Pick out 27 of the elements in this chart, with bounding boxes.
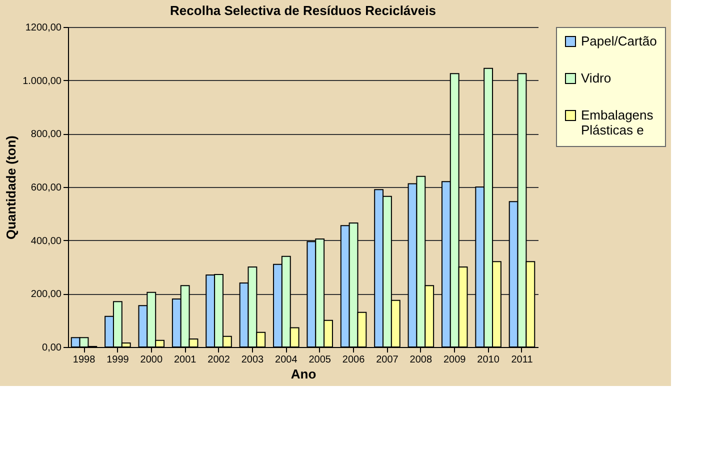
y-tick-label: 1200,00 <box>25 22 62 34</box>
x-tick-label: 2006 <box>342 354 366 366</box>
x-axis-title: Ano <box>290 366 316 382</box>
x-tick-label: 2001 <box>174 354 197 366</box>
y-axis-title: Quantidade (ton) <box>4 136 19 240</box>
y-tick-label: 600,00 <box>30 182 62 194</box>
x-tick-label: 2007 <box>376 354 399 366</box>
legend-label: Vidro <box>581 70 612 86</box>
y-tick-label: 400,00 <box>30 236 62 247</box>
y-tick-label: 0,00 <box>42 342 62 354</box>
legend-label: Papel/Cartão <box>581 34 657 48</box>
y-tick-label: 800,00 <box>30 129 62 140</box>
x-tick-label: 2000 <box>140 354 163 366</box>
x-tick-label: 1998 <box>72 354 96 366</box>
y-tick-label: 1.000,00 <box>22 76 62 87</box>
x-tick-label: 2008 <box>410 354 432 366</box>
legend-label: Embalagens Plásticas e <box>581 108 654 138</box>
x-tick-label: 2011 <box>511 354 534 366</box>
y-tick-label: 200,00 <box>30 289 62 300</box>
x-tick-label: 2009 <box>443 354 466 366</box>
x-tick-label: 2002 <box>208 354 230 366</box>
x-tick-label: 2003 <box>241 354 264 366</box>
x-tick-label: 2005 <box>308 354 332 366</box>
x-tick-label: 2004 <box>275 354 298 366</box>
x-tick-label: 1999 <box>106 354 130 366</box>
x-tick-label: 2010 <box>477 354 500 366</box>
chart-title: Recolha Selectiva de Resíduos Recicláveis <box>170 3 436 18</box>
